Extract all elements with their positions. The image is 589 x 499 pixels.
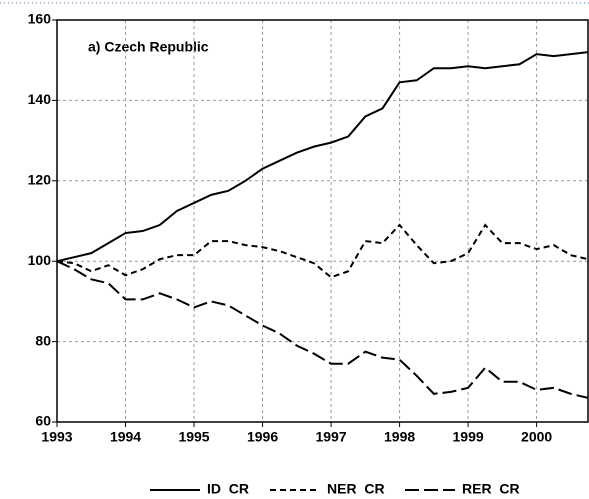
x-tick-label: 1996 xyxy=(247,429,278,445)
y-tick-label: 120 xyxy=(28,172,52,188)
x-tick-label: 1995 xyxy=(178,429,209,445)
y-tick-label: 160 xyxy=(28,11,52,27)
x-tick-label: 1997 xyxy=(315,429,346,445)
legend-label: ID CR xyxy=(207,481,249,497)
y-tick-label: 100 xyxy=(28,252,52,268)
y-tick-label: 80 xyxy=(35,332,51,348)
x-tick-label: 1999 xyxy=(453,429,484,445)
legend-label: NER CR xyxy=(327,481,385,497)
series-line xyxy=(56,223,589,279)
x-tick-label: 1998 xyxy=(384,429,415,445)
x-tick-label: 2000 xyxy=(521,429,552,445)
series-line xyxy=(56,51,589,263)
plot-frame xyxy=(56,19,589,423)
series-line xyxy=(56,260,589,399)
legend-label: RER CR xyxy=(462,481,520,497)
y-tick-label: 140 xyxy=(28,91,52,107)
annotation: a) Czech Republic xyxy=(88,39,209,55)
y-tick-label: 60 xyxy=(35,413,51,429)
x-tick-label: 1993 xyxy=(41,429,72,445)
x-tick-label: 1994 xyxy=(110,429,141,445)
